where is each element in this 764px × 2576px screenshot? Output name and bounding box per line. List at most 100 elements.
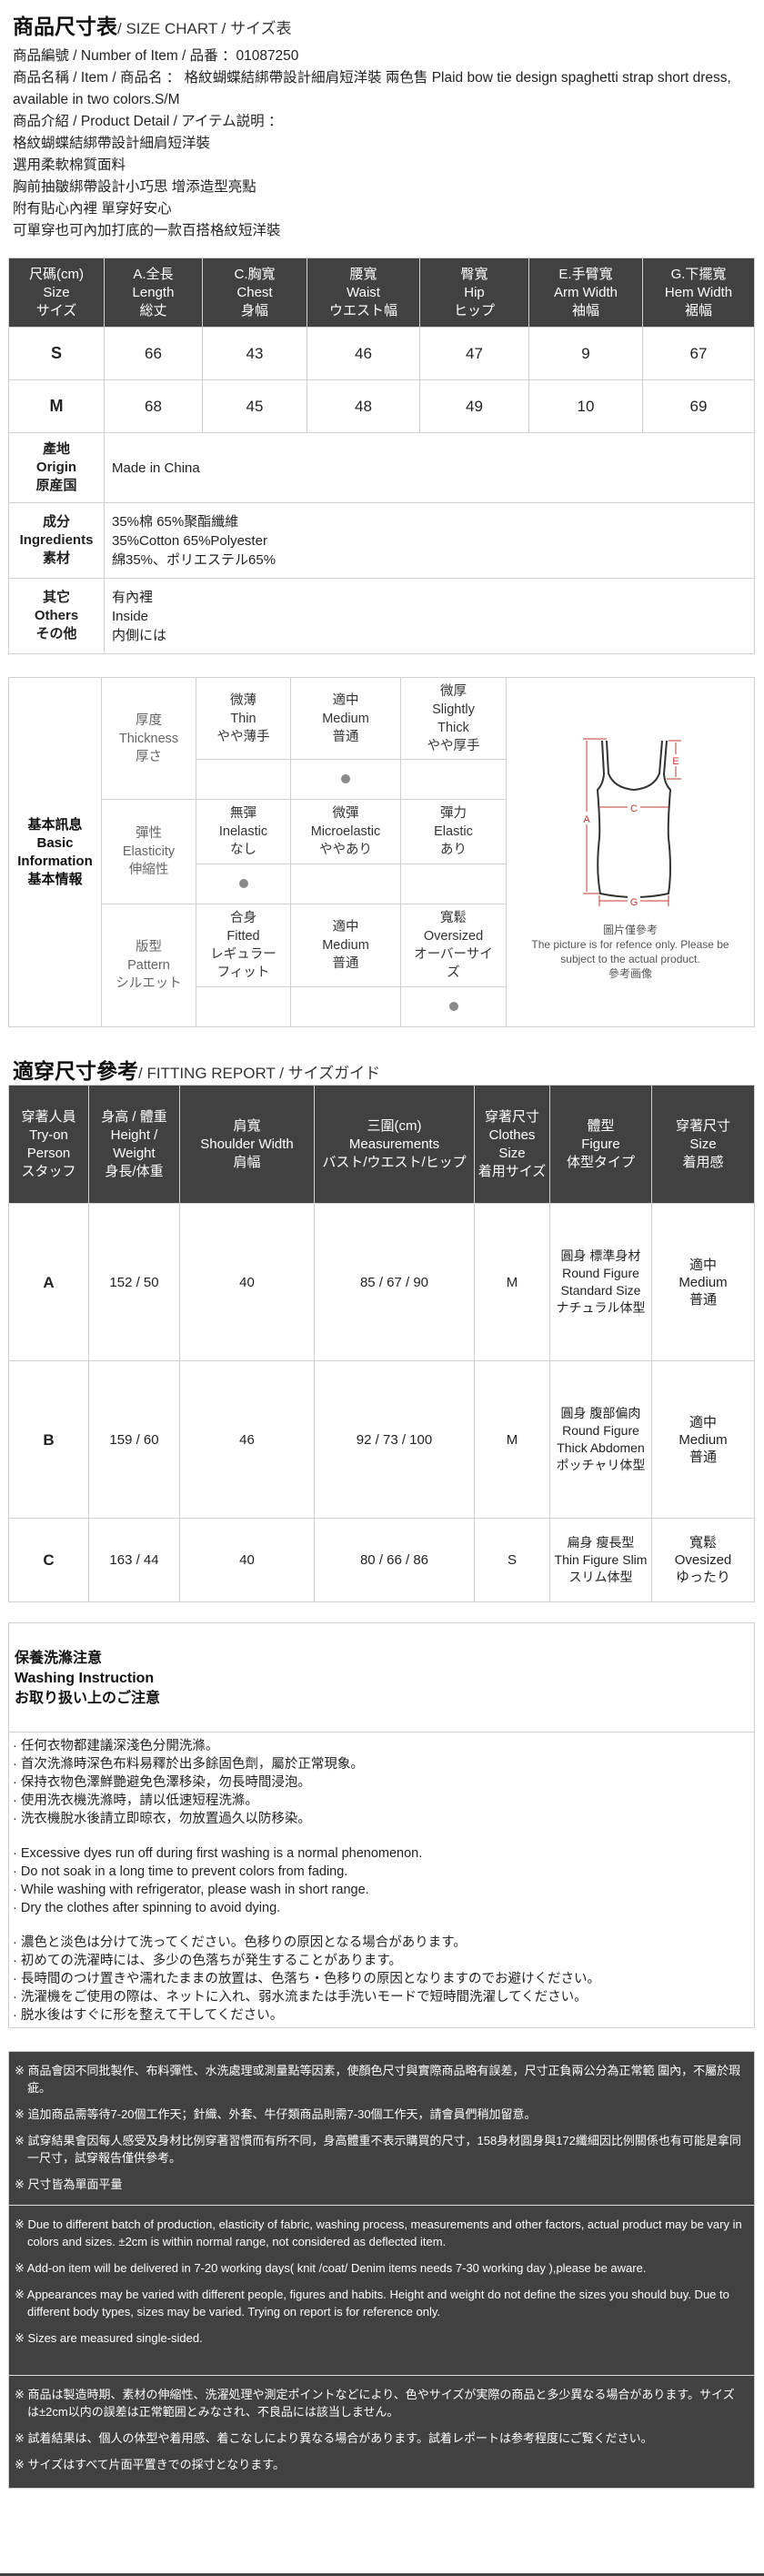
note-item: ※ 試穿結果會因每人感受及身材比例穿著習慣而有所不同，身高體重不表示購買的尺寸，… (15, 2134, 741, 2165)
others-value: 有內裡 Inside 内側には (104, 578, 755, 654)
fitting-title-main: 適穿尺寸參考 (13, 1059, 138, 1083)
fitting-row: B 159 / 60 46 92 / 73 / 100 M 圓身 腹部偏肉 Rou… (8, 1360, 755, 1519)
basic-info-table: 基本訊息 Basic Information 基本情報 厚度 Thickness 厚さ 微薄 T… (8, 677, 755, 1027)
wash-item-ja: · 濃色と淡色は分けて洗ってください。色移りの原因となる場合があります。 (13, 1935, 467, 1950)
size-value: 10 (528, 379, 643, 433)
attribute-option: 合身 Fitted レギュラー フィット (196, 904, 291, 987)
wash-item-en: · Dry the clothes after spinning to avoi… (13, 1901, 281, 1915)
size-label: S (8, 327, 105, 380)
size-col-header: 腰寬 Waist ウエスト幅 (307, 258, 420, 328)
fitting-col-header: 體型 Figure 体型タイプ (549, 1085, 652, 1204)
wash-item-en: · Do not soak in a long time to prevent … (13, 1864, 348, 1879)
size-table: 尺碼(cm) Size サイズ A.全長 Length 総丈 C.胸寬 Chest 身幅 腰寬 Wa… (8, 258, 755, 654)
attribute-option: 微厚 Slightly Thick やや厚手 (400, 677, 507, 760)
indicator-cell (290, 986, 401, 1027)
person: C (8, 1518, 89, 1602)
fitting-col-header: 穿著尺寸 Size 着用感 (651, 1085, 755, 1204)
notes-en: ※ Due to different batch of production, … (9, 2205, 754, 2375)
indicator-cell (196, 986, 291, 1027)
height-weight: 152 / 50 (88, 1203, 180, 1361)
wash-item-zh: · 任何衣物都建議深淺色分開洗滌。 (13, 1739, 219, 1753)
size-value: 9 (528, 327, 643, 380)
wash-item-zh: · 使用洗衣機洗滌時，請以低速短程洗滌。 (13, 1793, 258, 1808)
indicator-cell (400, 864, 507, 904)
size-value: 67 (642, 327, 755, 380)
attribute-row: 基本訊息 Basic Information 基本情報 厚度 Thickness 厚さ 微薄 T… (8, 677, 755, 1027)
fitting-row: C 163 / 44 40 80 / 66 / 86 S 扁身 瘦長型 Thin … (8, 1518, 755, 1602)
fitting-col-header: 穿著人員 Try-on Person スタッフ (8, 1085, 89, 1204)
note-item: ※ Due to different batch of production, … (15, 2217, 742, 2248)
note-item: ※ 追加商品需等待7-20個工作天；針織、外套、牛仔類商品則需7-30個工作天，… (15, 2107, 537, 2121)
size-row-m: M 68 45 48 49 10 69 (8, 379, 755, 433)
note-item: ※ 商品は製造時期、素材の伸縮性、洗濯処理や測定ポイントなどにより、色やサイズが… (15, 2388, 735, 2419)
attribute-option: 適中 Medium 普通 (290, 677, 401, 760)
measurements: 80 / 66 / 86 (314, 1518, 475, 1602)
measurements: 92 / 73 / 100 (314, 1360, 475, 1519)
fitting-col-header: 三圍(cm) Measurements バスト/ウエスト/ヒップ (314, 1085, 475, 1204)
attribute-option: 寬鬆 Oversized オーバーサイズ (400, 904, 507, 987)
size-col-header: 尺碼(cm) Size サイズ (8, 258, 105, 328)
others-row: 其它 Others その他 有內裡 Inside 内側には (8, 578, 755, 654)
measurements: 85 / 67 / 90 (314, 1203, 475, 1361)
size-value: 43 (202, 327, 307, 380)
diagram-caption: 圖片僅參考 The picture is for refence only. Pl… (531, 923, 729, 980)
detail-line: 胸前抽皺綁帶設計小巧思 增添造型亮點 (13, 179, 256, 195)
attribute-row: 彈性 Elasticity 伸縮性 無彈 Inelastic なし 微彈 Microelast… (9, 799, 755, 904)
attribute-option: 無彈 Inelastic なし (196, 799, 291, 864)
attribute-label: 版型 Pattern シルエット (101, 904, 196, 1027)
detail-line: 可單穿也可內加打底的一款百搭格紋短洋裝 (13, 223, 281, 238)
size-feel: 適中 Medium 普通 (651, 1203, 755, 1361)
fitting-col-header: 身高 / 體重 Height / Weight 身長/体重 (88, 1085, 180, 1204)
title-sub: / SIZE CHART / サイズ表 (117, 20, 292, 37)
note-item: ※ 商品會因不同批製作、布料彈性、水洗處理或測量點等因素，使顏色尺寸與實際商品略… (15, 2064, 741, 2095)
notes-ja: ※ 商品は製造時期、素材の伸縮性、洗濯処理や測定ポイントなどにより、色やサイズが… (9, 2375, 754, 2473)
detail-line: 格紋蝴蝶結綁帶設計細肩短洋裝 (13, 136, 211, 151)
indicator-cell (400, 759, 507, 800)
attribute-option: 微薄 Thin やや薄手 (196, 677, 291, 760)
detail-line: 附有貼心內裡 單穿好安心 (13, 201, 172, 217)
note-item: ※ Appearances may be varied with differe… (15, 2288, 729, 2318)
fitting-row: A 152 / 50 40 85 / 67 / 90 M 圓身 標準身材 Roun… (8, 1203, 755, 1361)
size-col-header: G.下擺寬 Hem Width 裾幅 (642, 258, 755, 328)
selected-dot-icon (448, 1001, 458, 1011)
label-e: E (672, 756, 679, 767)
size-label: M (8, 379, 105, 433)
attribute-option: 適中 Medium 普通 (290, 904, 401, 987)
notes-box: ※ 商品會因不同批製作、布料彈性、水洗處理或測量點等因素，使顏色尺寸與實際商品略… (8, 2051, 755, 2489)
shoulder: 46 (179, 1360, 315, 1519)
size-value: 49 (419, 379, 529, 433)
fitting-col-header: 肩寬 Shoulder Width 肩幅 (179, 1085, 315, 1204)
attribute-indicator-row (9, 986, 755, 1027)
note-item: ※ Add-on item will be delivered in 7-20 … (15, 2261, 647, 2275)
figure: 圓身 標準身材 Round Figure Standard Size ナチュラル体型 (549, 1203, 652, 1361)
detail-line: 選用柔軟棉質面料 (13, 157, 126, 173)
size-table-header: 尺碼(cm) Size サイズ A.全長 Length 総丈 C.胸寬 Chest 身幅 腰寬 Wa… (8, 258, 755, 328)
size-value: 68 (104, 379, 203, 433)
size-col-header: A.全長 Length 総丈 (104, 258, 203, 328)
clothes-size: S (474, 1518, 550, 1602)
size-value: 69 (642, 379, 755, 433)
shoulder: 40 (179, 1518, 315, 1602)
attribute-label: 厚度 Thickness 厚さ (101, 677, 196, 800)
size-col-header: C.胸寬 Chest 身幅 (202, 258, 307, 328)
wash-item-ja: · 洗濯機をご使用の際は、ネットに入れ、弱水流または手洗いモードで短時間洗濯して… (13, 1990, 588, 2005)
label-a: A (583, 814, 590, 825)
diagram-cell: A C E G 圖片僅參考 The picture is for refence … (506, 677, 755, 1027)
washing-title: 保養洗滌注意 Washing Instruction お取り扱い上のご注意 (9, 1623, 754, 1732)
fitting-col-header: 穿著尺寸 Clothes Size 着用サイズ (474, 1085, 550, 1204)
shoulder: 40 (179, 1203, 315, 1361)
person: B (8, 1360, 89, 1519)
product-intro: 商品編號 / Number of Item / 品番 ：01087250 商品名… (13, 45, 754, 242)
item-name: 商品名稱 / Item / 商品名 ： 格紋蝴蝶結綁帶設計細肩短洋裝 兩色售 P… (13, 70, 731, 107)
detail-label: 商品介紹 / Product Detail / アイテム説明 ： (13, 114, 283, 129)
wash-item-en: · While washing with refrigerator, pleas… (13, 1883, 369, 1897)
figure: 扁身 瘦長型 Thin Figure Slim スリム体型 (549, 1518, 652, 1602)
size-row-s: S 66 43 46 47 9 67 (8, 327, 755, 380)
note-item: ※ 尺寸皆為單面平量 (15, 2177, 123, 2191)
selected-dot-icon (238, 878, 248, 888)
origin-value: Made in China (104, 432, 755, 503)
wash-item-ja: · 脱水後はすぐに形を整えて干してください。 (13, 2008, 284, 2023)
height-weight: 163 / 44 (88, 1518, 180, 1602)
size-value: 47 (419, 327, 529, 380)
size-feel: 適中 Medium 普通 (651, 1360, 755, 1519)
